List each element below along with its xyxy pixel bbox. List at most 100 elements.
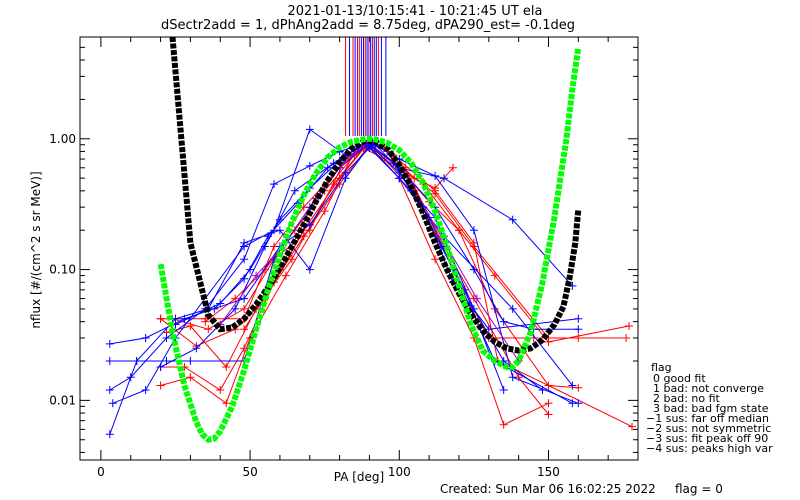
data-point-marker [105,386,114,394]
data-point-marker [341,168,350,177]
x-tick-label: 150 [537,465,560,479]
data-point-marker [186,357,195,365]
fit-curves-group [157,36,582,443]
data-point-marker [499,317,508,326]
data-point-marker [508,304,517,313]
data-point-marker [305,265,314,274]
data-point-marker [105,430,114,439]
legend-item: −3 sus: fit peak off 90 [646,432,768,445]
data-point-marker [323,163,332,172]
data-point-marker [508,215,517,224]
data-point-marker [264,232,272,241]
axis-ticks: 0 50 100 150 0.01 0.10 1.00 [49,36,639,479]
flag-status: flag = 0 [675,482,723,496]
data-point-marker [201,317,210,326]
legend-item: −2 sus: not symmetric [646,422,771,435]
data-point-marker [240,274,249,283]
data-point-marker [240,255,249,264]
data-point-marker [299,232,308,241]
flag-legend: flag 0 good fit 1 bad: not converge 2 ba… [646,361,773,455]
legend-item: 2 bad: no fit [653,392,721,405]
x-tick-label: 50 [242,465,257,479]
series-line-red [160,141,633,428]
data-point-marker [240,325,249,334]
data-point-marker [240,294,249,303]
data-point-marker [141,334,150,342]
data-point-marker [186,373,195,382]
data-point-marker [544,410,553,419]
legend-item: 1 bad: not converge [653,382,764,395]
data-point-marker [222,363,231,371]
data-point-marker [484,325,493,334]
data-point-marker [472,294,481,303]
data-point-marker [544,399,553,408]
y-axis-label: nflux [#/(cm^2 s sr MeV)] [29,171,43,328]
legend-title: flag [651,361,672,374]
data-point-marker [281,271,290,280]
data-point-marker [105,339,114,348]
data-point-marker [469,265,478,274]
data-point-marker [508,373,517,382]
data-point-marker [204,325,213,334]
data-point-marker [449,163,457,172]
data-point-marker [499,386,508,394]
chart-subtitle: dSectr2add = 1, dPhAng2add = 8.75deg, dP… [161,18,575,33]
legend-item: −1 sus: far off median [646,412,769,425]
data-point-marker [108,399,117,408]
series-line-blue [213,142,505,391]
y-tick-label: 0.01 [49,393,76,407]
data-point-marker [156,314,165,323]
series-line-blue [109,145,573,435]
plot-frame [79,36,639,461]
data-point-marker [305,125,314,134]
x-tick-label: 100 [388,465,411,479]
data-point-marker [246,265,255,274]
data-point-marker [261,265,269,274]
data-point-marker [431,189,440,198]
fit-curve-black [169,36,582,354]
data-point-marker [252,271,261,280]
data-point-marker [132,357,141,365]
fit-curve-green [157,46,582,443]
data-point-marker [305,161,314,170]
series-line-red [160,147,549,415]
data-point-marker [574,325,583,334]
peak-markers-group [345,37,387,137]
chart-title: 2021-01-13/10:15:41 - 10:21:45 UT ela [288,4,543,19]
data-point-marker [568,399,577,408]
data-point-marker [275,226,284,235]
data-point-marker [544,381,553,390]
data-point-marker [440,174,448,183]
data-point-marker [270,180,278,189]
data-point-marker [574,314,583,323]
data-point-marker [186,322,195,330]
y-tick-label: 1.00 [49,132,76,146]
data-point-marker [162,334,171,342]
data-point-marker [216,386,225,394]
data-point-marker [499,420,508,429]
data-point-marker [141,386,150,394]
data-point-marker [105,357,114,365]
data-point-marker [240,304,249,313]
data-point-marker [469,242,478,251]
data-series-group [105,125,636,439]
x-tick-label: 0 [97,465,105,479]
data-point-marker [210,304,219,313]
series-line-blue [112,128,573,404]
data-point-marker [240,238,249,247]
created-timestamp: Created: Sun Mar 06 16:02:25 2022 [440,482,656,496]
data-point-marker [156,363,165,371]
data-point-marker [431,255,440,264]
data-point-marker [231,304,240,313]
data-point-marker [469,226,478,235]
legend-item: 0 good fit [653,372,706,385]
legend-item: −4 sus: peaks high var [646,442,773,455]
data-point-marker [156,381,165,390]
series-line-blue [160,144,579,368]
data-point-marker [625,322,633,330]
data-point-marker [622,334,631,342]
data-point-marker [222,399,231,408]
data-point-marker [628,422,636,431]
x-axis-label: PA [deg] [334,470,384,484]
